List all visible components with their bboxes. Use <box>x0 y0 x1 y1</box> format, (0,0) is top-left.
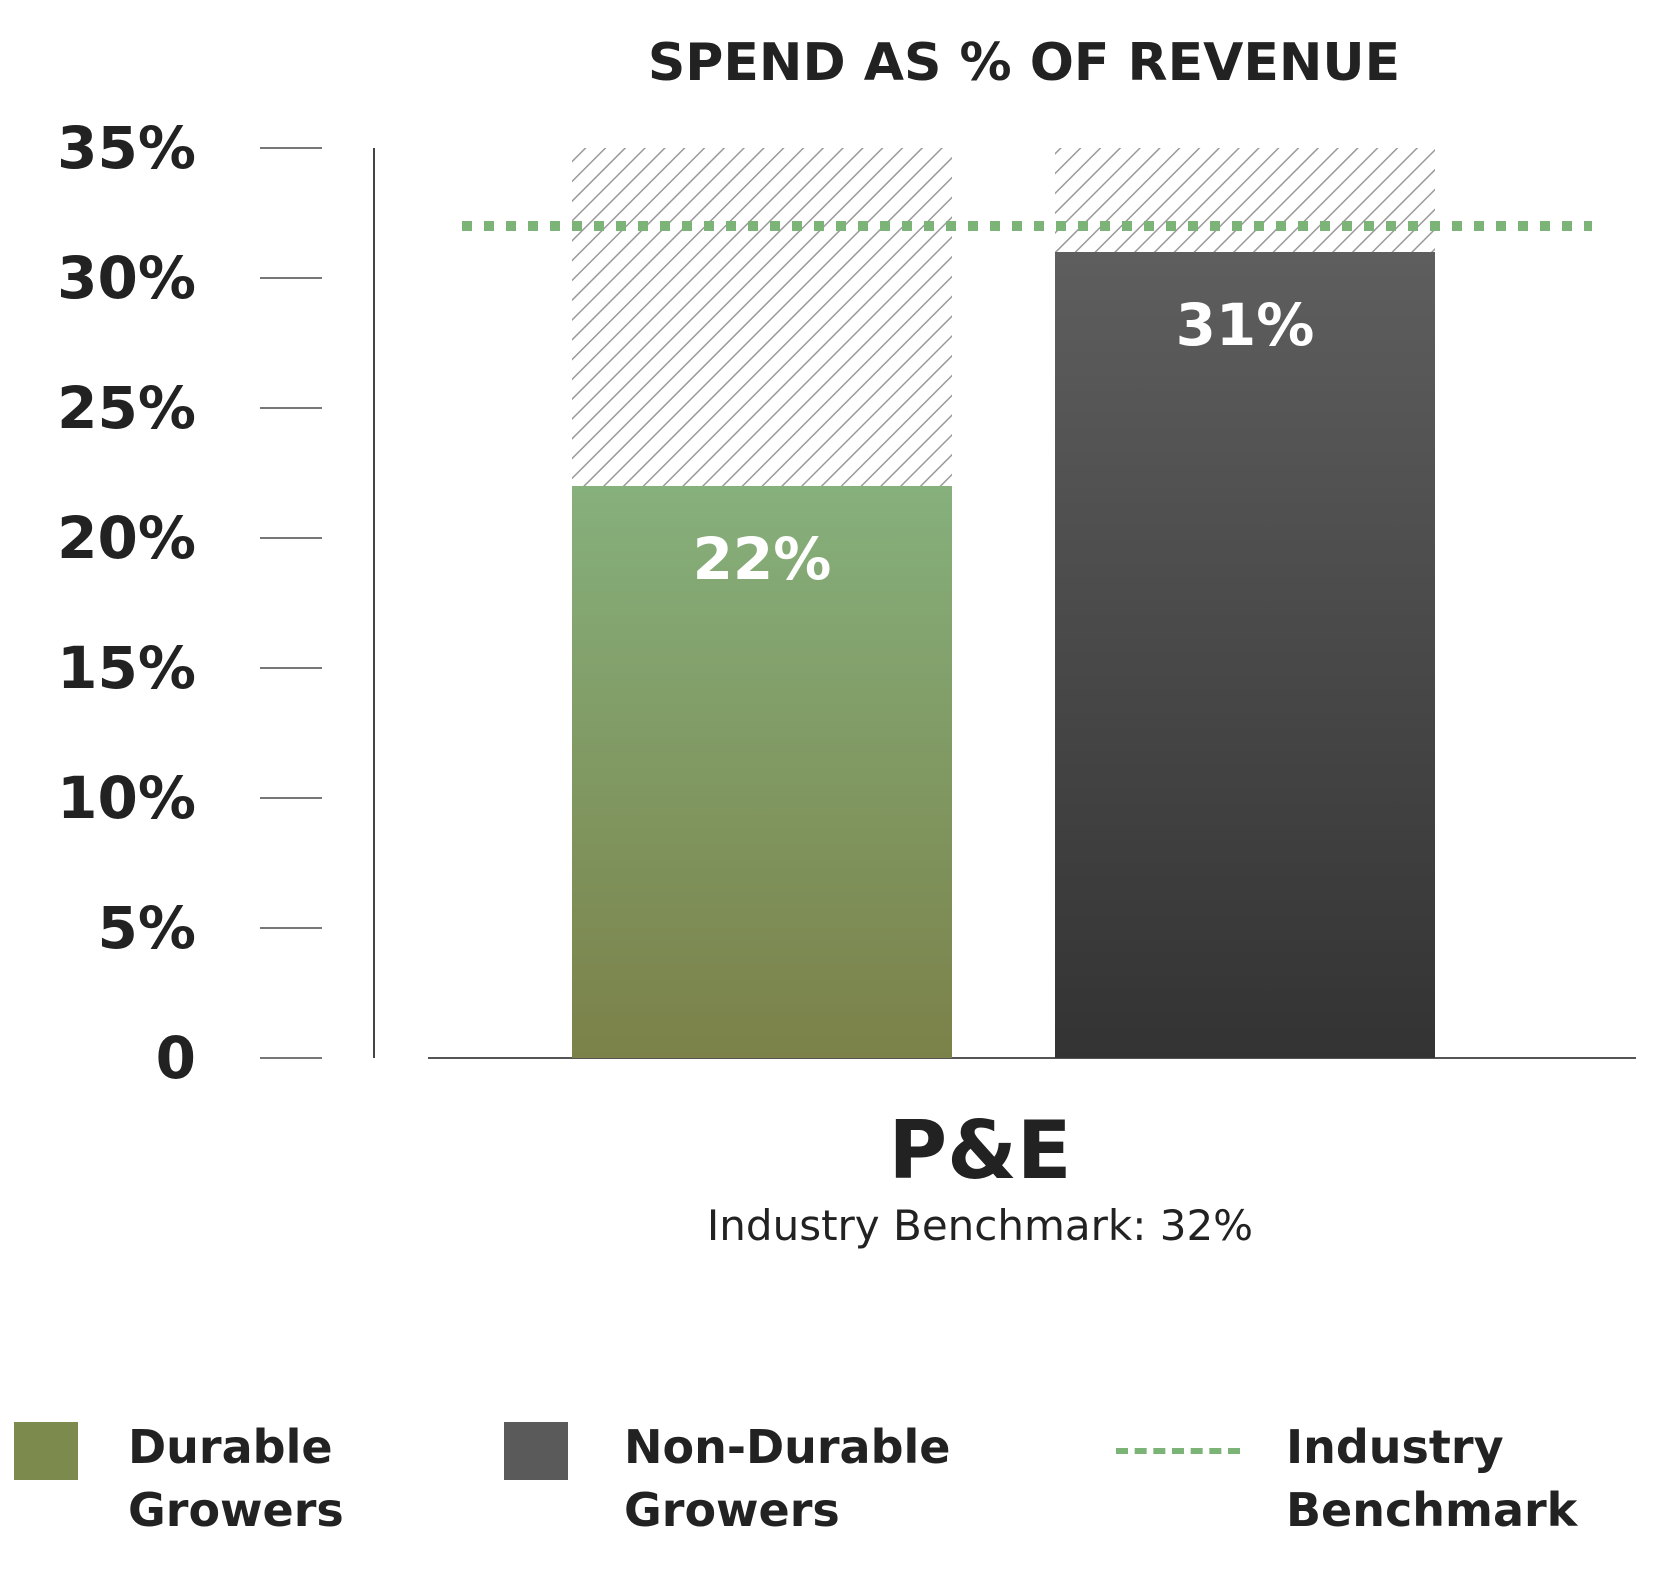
bar-value-label-durable: 22% <box>693 525 832 593</box>
y-axis: 0 5% 10% 15% 20% 25% 30% 35% <box>57 114 322 1092</box>
y-tick-label: 0 <box>156 1024 196 1092</box>
legend-line-benchmark <box>1116 1448 1240 1454</box>
bar-durable <box>572 486 952 1058</box>
bar-remainder-hatch-durable <box>572 148 952 486</box>
y-tick-label: 30% <box>57 244 196 312</box>
chart-title: SPEND AS % OF REVENUE <box>648 33 1400 93</box>
y-tick-label: 10% <box>57 764 196 832</box>
legend-swatch-durable <box>14 1422 78 1480</box>
y-tick-label: 25% <box>57 374 196 442</box>
category-label: P&E <box>888 1104 1071 1197</box>
legend-label-nondurable: Non-Durable Growers <box>624 1420 951 1537</box>
y-tick-label: 35% <box>57 114 196 182</box>
benchmark-subtitle: Industry Benchmark: 32% <box>707 1201 1253 1250</box>
bars-group: 22% 31% <box>572 148 1435 1058</box>
legend-label-durable: Durable Growers <box>128 1420 344 1537</box>
bar-nondurable <box>1055 252 1435 1058</box>
y-tick-label: 5% <box>98 894 196 962</box>
legend-swatch-nondurable <box>504 1422 568 1480</box>
bar-remainder-hatch-nondurable <box>1055 148 1435 252</box>
y-tick-label: 15% <box>57 634 196 702</box>
bar-value-label-nondurable: 31% <box>1176 291 1315 359</box>
y-tick-label: 20% <box>57 504 196 572</box>
legend-label-benchmark: Industry Benchmark <box>1286 1420 1578 1537</box>
